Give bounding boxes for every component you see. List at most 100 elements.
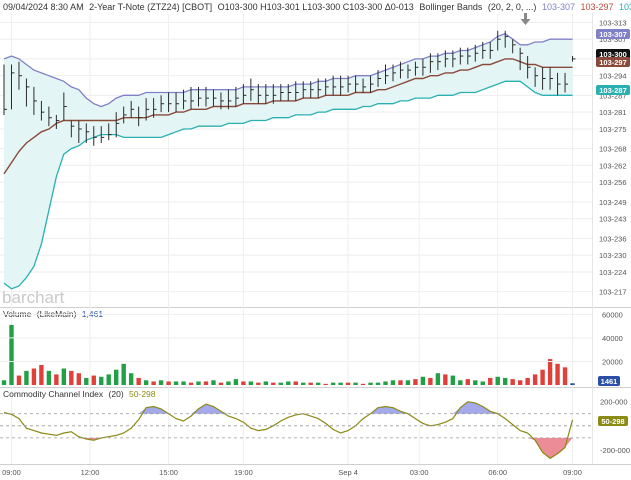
volume-bar [271, 382, 276, 385]
volume-bar [218, 382, 224, 385]
volume-bar [39, 364, 44, 385]
volume-bar [405, 380, 411, 385]
price-tick-label: 103-281 [599, 108, 627, 117]
cci-last-value: 50-298 [129, 389, 156, 399]
volume-bar [375, 382, 381, 385]
price-tick-label: 103-294 [599, 72, 627, 81]
chart-header: 09/04/2024 8:30 AM 2-Year T-Note (ZTZ24)… [3, 2, 631, 12]
volume-bar [196, 381, 201, 385]
volume-bar [76, 373, 82, 385]
volume-bar [54, 374, 59, 385]
volume-bar [9, 324, 14, 385]
header-indicator: Bollinger Bands [419, 2, 483, 12]
volume-bar [330, 382, 336, 385]
header-instrument: 2-Year T-Note (ZTZ24) [CBOT] [89, 2, 212, 12]
volume-tick-label: 20000 [602, 357, 623, 366]
series-cci [3, 401, 574, 460]
volume-bar [256, 382, 261, 385]
volume-bar [510, 379, 515, 385]
series-lower-band [3, 80, 573, 290]
tag-volume-last: 1461 [598, 376, 620, 386]
barchart-logo: barchart [2, 288, 65, 307]
volume-bar [16, 375, 22, 385]
volume-bar [532, 374, 538, 385]
band-area [4, 33, 573, 289]
volume-bar [398, 380, 403, 385]
price-tick-label: 103-275 [599, 125, 627, 134]
volume-bar [46, 370, 52, 385]
time-tick-label: 06:00 [488, 468, 507, 477]
volume-bar [226, 381, 231, 385]
volume-bar [360, 383, 366, 385]
header-bb-upper: 103-307 [542, 2, 575, 12]
volume-bar [465, 379, 470, 385]
volume-bar [323, 383, 328, 385]
price-tick-label: 103-268 [599, 145, 627, 154]
tag-last-text: 103-300 [599, 50, 627, 59]
cci-pane-title: Commodity Channel Index (20) 50-298 [3, 389, 156, 399]
price-tick-label: 103-256 [599, 178, 627, 187]
volume-bar [517, 380, 523, 385]
volume-bar [203, 381, 209, 385]
volume-bar [128, 373, 134, 385]
volume-bar [353, 382, 358, 385]
volume-bar [181, 381, 186, 385]
volume-bar [263, 381, 269, 385]
volume-bar [278, 382, 283, 385]
volume-bar [443, 374, 448, 385]
volume-bar [420, 376, 426, 385]
volume-bar [188, 382, 194, 385]
price-tick-label: 103-224 [599, 268, 627, 277]
volume-bar [143, 380, 149, 385]
volume-bar [233, 379, 239, 385]
volume-bar [114, 369, 119, 385]
volume-bar [166, 381, 171, 385]
tag-volume-text: 1461 [601, 377, 618, 386]
volume-tick-label: 60000 [602, 310, 623, 319]
price-bars [3, 30, 576, 146]
time-tick-label: 15:00 [159, 468, 178, 477]
volume-bar [540, 369, 545, 385]
bollinger-band-fill [4, 33, 573, 289]
volume-bar [315, 382, 321, 385]
tag-upper-band: 103-307 [596, 29, 630, 39]
volume-bar [136, 377, 141, 385]
header-datetime: 09/04/2024 8:30 AM [3, 2, 84, 12]
price-tick-label: 103-262 [599, 161, 627, 170]
tag-lower-band: 103-287 [596, 85, 630, 95]
volume-bar [91, 375, 96, 385]
price-tick-label: 103-287 [599, 91, 627, 100]
volume-bar [450, 375, 456, 385]
time-tick-label: 19:00 [234, 468, 253, 477]
volume-bar [106, 374, 111, 385]
volume-bar [99, 376, 104, 385]
header-ohlc: O103-300 H103-301 L103-300 C103-300 Δ0-0… [218, 2, 414, 12]
header-indicator-params: (20, 2, 0, ...) [488, 2, 537, 12]
price-tick-label: 103-217 [599, 288, 627, 297]
volume-bar [241, 381, 246, 385]
volume-bar [24, 370, 29, 385]
volume-bar [158, 380, 164, 385]
price-tick-label: 103-313 [599, 18, 627, 27]
cci-params: (20) [109, 389, 124, 399]
volume-bar [84, 377, 89, 385]
volume-bar [413, 379, 418, 385]
price-tick-label: 103-249 [599, 198, 627, 207]
time-tick-label: 09:00 [563, 468, 582, 477]
volume-bar [301, 382, 306, 385]
volume-bar [525, 377, 530, 385]
price-tick-label: 103-236 [599, 234, 627, 243]
volume-bar [383, 381, 388, 385]
header-bb-middle: 103-297 [580, 2, 613, 12]
volume-bar [555, 363, 560, 385]
volume-bar [248, 381, 254, 385]
volume-bar [428, 377, 433, 385]
volume-bar [495, 376, 500, 385]
time-tick-label: 03:00 [410, 468, 429, 477]
cci-overbought-fill [4, 401, 573, 414]
volume-bar [173, 381, 179, 385]
volume-bar [151, 381, 156, 385]
tag-lower-text: 103-287 [599, 86, 627, 95]
tag-middle-band: 103-297 [596, 57, 630, 67]
